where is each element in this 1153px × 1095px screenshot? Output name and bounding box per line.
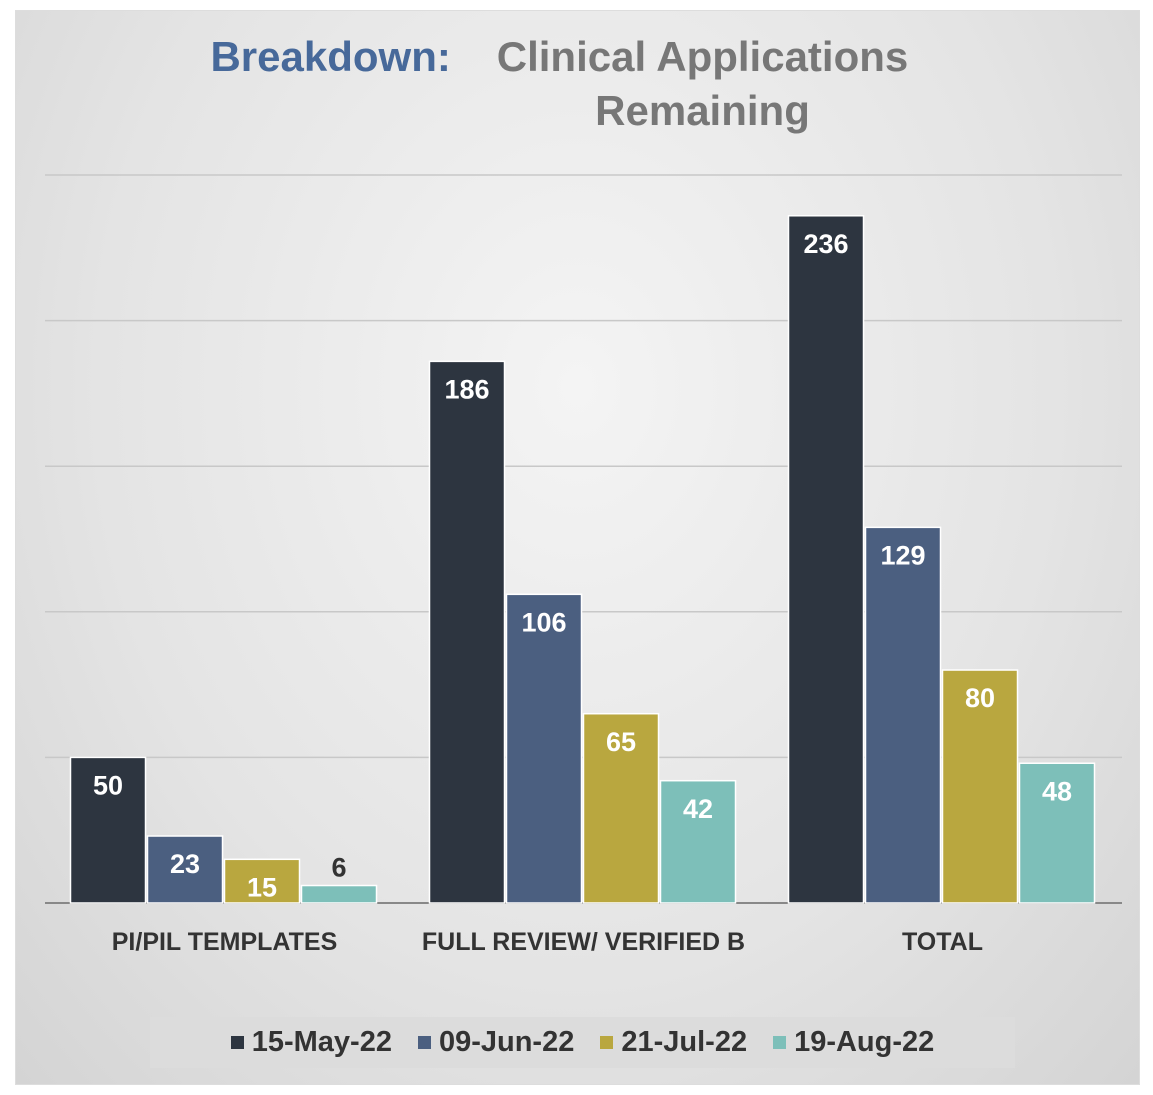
- data-label: 80: [965, 683, 995, 713]
- bar: [659, 779, 737, 904]
- data-label: 106: [521, 607, 566, 637]
- data-label: 48: [1042, 776, 1072, 806]
- bar: [69, 756, 147, 904]
- bar: [300, 884, 378, 904]
- bar: [582, 712, 660, 904]
- legend-item: 21-Jul-22: [600, 1026, 747, 1059]
- bar: [941, 669, 1019, 904]
- legend-item: 15-May-22: [230, 1026, 392, 1059]
- bar: [864, 526, 942, 904]
- x-tick-label: FULL REVIEW/ VERIFIED B: [421, 928, 746, 956]
- legend-item: 09-Jun-22: [417, 1026, 575, 1059]
- data-label: 42: [683, 794, 713, 824]
- data-label: 15: [247, 872, 277, 902]
- legend-label: 19-Aug-22: [794, 1026, 935, 1058]
- legend-label: 09-Jun-22: [438, 1026, 575, 1058]
- data-label: 50: [93, 771, 123, 801]
- bar: [1018, 762, 1096, 904]
- legend-swatch: [417, 1036, 431, 1049]
- x-tick-label: TOTAL: [901, 928, 983, 956]
- legend-item: 19-Aug-22: [773, 1026, 934, 1059]
- legend: 15-May-22 09-Jun-22 21-Jul-22 19-Aug-22: [150, 1017, 1015, 1068]
- data-label: 186: [444, 374, 489, 404]
- chart-title: Breakdown: Clinical Applications Remaini…: [0, 30, 1153, 138]
- bar: [787, 215, 865, 904]
- legend-label: 21-Jul-22: [621, 1026, 748, 1058]
- data-label: 23: [170, 849, 200, 879]
- data-label: 236: [803, 229, 848, 259]
- legend-swatch: [600, 1036, 614, 1049]
- bar: [223, 858, 301, 904]
- title-highlight: Breakdown:: [210, 33, 451, 80]
- title-text: Clinical Applications Remaining: [496, 33, 909, 134]
- data-label: 6: [331, 853, 346, 883]
- bar: [428, 360, 506, 904]
- legend-label: 15-May-22: [251, 1026, 392, 1058]
- legend-swatch: [230, 1036, 244, 1049]
- x-tick-label: PI/PIL TEMPLATES: [111, 928, 338, 956]
- chart-panel: [15, 10, 1140, 1085]
- bar: [146, 835, 224, 904]
- legend-swatch: [773, 1036, 787, 1049]
- bar: [505, 593, 583, 904]
- data-label: 65: [606, 727, 636, 757]
- data-label: 129: [880, 540, 925, 570]
